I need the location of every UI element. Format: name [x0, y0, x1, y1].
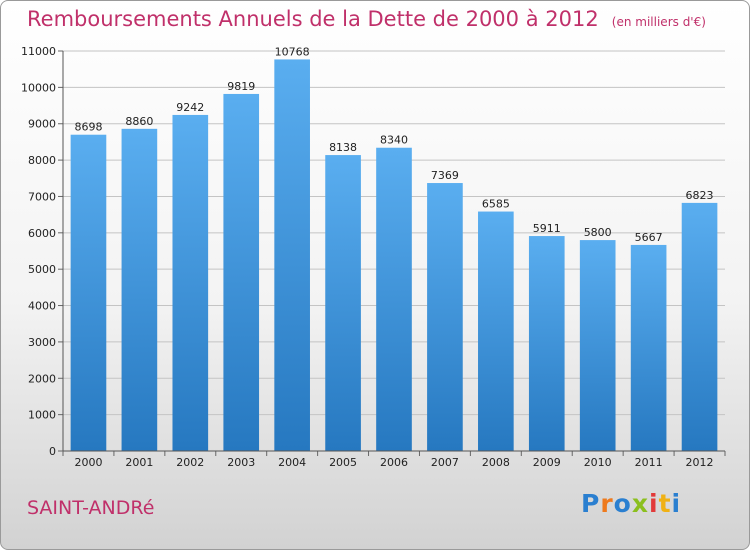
logo-letter: i: [649, 489, 659, 518]
bar-2009: [528, 236, 565, 451]
x-tick-label-2001: 2001: [125, 456, 153, 469]
proxiti-logo: Proxiti: [581, 489, 681, 518]
bar-2011: [630, 244, 667, 451]
x-tick-label-2006: 2006: [380, 456, 408, 469]
chart-subtitle: (en milliers d'€): [611, 15, 706, 29]
logo-letter: P: [581, 489, 601, 518]
value-label-2008: 6585: [482, 198, 510, 211]
x-tick-label-2010: 2010: [584, 456, 612, 469]
x-tick-label-2005: 2005: [329, 456, 357, 469]
logo-letter: r: [600, 489, 614, 518]
x-tick-label-2004: 2004: [278, 456, 306, 469]
bar-2003: [223, 93, 260, 451]
y-tick-label: 0: [49, 445, 56, 458]
value-label-2012: 6823: [686, 189, 714, 202]
axes: [58, 50, 726, 456]
y-tick-label: 11000: [21, 45, 56, 58]
bars: [70, 59, 718, 451]
logo-letter: x: [631, 489, 649, 518]
value-label-2006: 8340: [380, 134, 408, 147]
bar-2010: [579, 240, 616, 451]
value-label-2001: 8860: [125, 115, 153, 128]
y-tick-label: 3000: [28, 336, 56, 349]
bar-2005: [325, 155, 361, 451]
x-tick-label-2009: 2009: [533, 456, 561, 469]
x-tick-label-2007: 2007: [431, 456, 459, 469]
y-tick-label: 8000: [28, 154, 56, 167]
labels: 0 1000 2000 3000 4000 5000 6000 7000 8000 9000 100…: [21, 45, 714, 469]
value-label-2011: 5667: [635, 231, 663, 244]
value-label-2010: 5800: [584, 226, 612, 239]
bar-2006: [376, 147, 412, 451]
bar-2001: [121, 128, 158, 451]
y-tick-label: 5000: [28, 263, 56, 276]
logo-letter: o: [613, 489, 632, 518]
value-label-2003: 9819: [227, 80, 255, 93]
chart-title-block: Remboursements Annuels de la Dette de 20…: [27, 7, 706, 31]
value-label-2007: 7369: [431, 169, 459, 182]
x-tick-label-2002: 2002: [176, 456, 204, 469]
chart-title: Remboursements Annuels de la Dette de 20…: [27, 7, 599, 31]
bar-2000: [70, 134, 107, 451]
x-tick-label-2000: 2000: [74, 456, 102, 469]
y-tick-label: 10000: [21, 81, 56, 94]
bar-2008: [478, 211, 514, 451]
value-label-2005: 8138: [329, 141, 357, 154]
x-tick-label-2012: 2012: [686, 456, 714, 469]
bar-2002: [172, 114, 209, 451]
x-tick-label-2003: 2003: [227, 456, 255, 469]
y-tick-label: 6000: [28, 227, 56, 240]
x-tick-label-2008: 2008: [482, 456, 510, 469]
logo-letter: i: [671, 489, 682, 518]
y-tick-label: 1000: [28, 409, 56, 422]
bar-2004: [274, 59, 310, 451]
y-tick-label: 2000: [28, 372, 56, 385]
bar-2007: [427, 183, 463, 451]
value-label-2002: 9242: [176, 101, 204, 114]
bar-2012: [681, 202, 718, 451]
logo-letter: t: [658, 489, 672, 518]
location-label: SAINT-ANDRé: [27, 497, 155, 519]
x-tick-label-2011: 2011: [635, 456, 663, 469]
value-label-2000: 8698: [74, 121, 102, 134]
value-label-2004: 10768: [275, 45, 310, 58]
value-label-2009: 5911: [533, 222, 561, 235]
y-tick-label: 9000: [28, 118, 56, 131]
y-tick-label: 4000: [28, 300, 56, 313]
y-tick-label: 7000: [28, 190, 56, 203]
